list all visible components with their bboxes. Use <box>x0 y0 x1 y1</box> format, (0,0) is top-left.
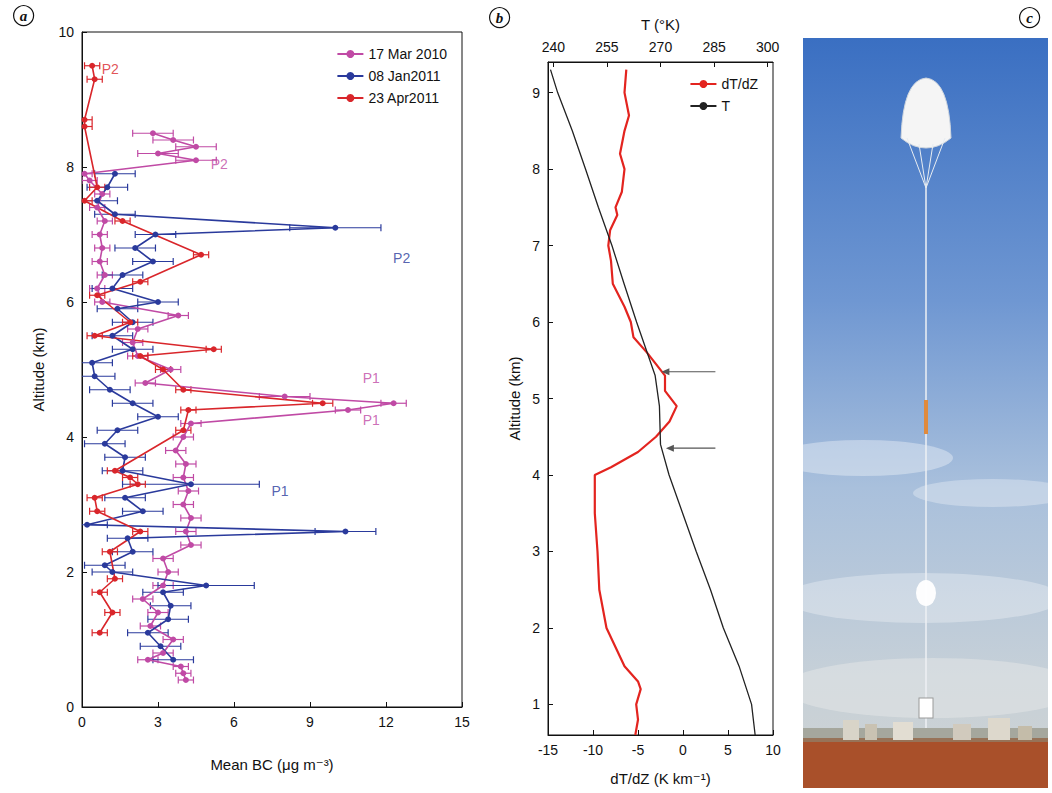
svg-text:Mean BC (μg m⁻³): Mean BC (μg m⁻³) <box>210 756 333 773</box>
svg-text:0: 0 <box>679 742 687 758</box>
svg-text:P2: P2 <box>393 250 410 266</box>
svg-text:17 Mar 2010: 17 Mar 2010 <box>368 46 447 62</box>
svg-text:7: 7 <box>532 238 540 254</box>
svg-text:dT/dZ: dT/dZ <box>721 76 758 92</box>
svg-text:15: 15 <box>454 714 470 730</box>
svg-text:270: 270 <box>649 39 673 55</box>
svg-text:240: 240 <box>542 39 566 55</box>
svg-text:T: T <box>721 98 730 114</box>
svg-text:6: 6 <box>66 294 74 310</box>
svg-text:P2: P2 <box>211 156 228 172</box>
svg-text:12: 12 <box>378 714 394 730</box>
svg-text:5: 5 <box>532 391 540 407</box>
svg-text:6: 6 <box>230 714 238 730</box>
svg-text:6: 6 <box>532 314 540 330</box>
svg-text:dT/dZ (K km⁻¹): dT/dZ (K km⁻¹) <box>610 770 710 787</box>
svg-text:-10: -10 <box>583 742 603 758</box>
svg-text:P1: P1 <box>363 370 380 386</box>
svg-text:08 Jan2011: 08 Jan2011 <box>368 68 440 84</box>
svg-text:2: 2 <box>532 620 540 636</box>
svg-text:P1: P1 <box>271 483 288 499</box>
svg-text:9: 9 <box>306 714 314 730</box>
svg-text:3: 3 <box>154 714 162 730</box>
svg-text:1: 1 <box>532 696 540 712</box>
svg-text:10: 10 <box>765 742 781 758</box>
svg-text:10: 10 <box>58 24 74 40</box>
svg-text:8: 8 <box>66 159 74 175</box>
svg-text:300: 300 <box>756 39 780 55</box>
svg-text:b: b <box>496 10 504 26</box>
svg-text:-15: -15 <box>538 742 558 758</box>
svg-text:2: 2 <box>66 564 74 580</box>
svg-text:8: 8 <box>532 161 540 177</box>
svg-text:5: 5 <box>724 742 732 758</box>
svg-text:a: a <box>20 8 28 24</box>
svg-text:-5: -5 <box>632 742 645 758</box>
svg-text:23 Apr2011: 23 Apr2011 <box>368 90 439 106</box>
svg-text:Altitude (km): Altitude (km) <box>30 327 47 411</box>
svg-text:4: 4 <box>66 429 74 445</box>
svg-text:285: 285 <box>702 39 726 55</box>
svg-text:0: 0 <box>66 699 74 715</box>
svg-text:255: 255 <box>595 39 619 55</box>
svg-text:4: 4 <box>532 467 540 483</box>
svg-text:P1: P1 <box>363 412 380 428</box>
svg-text:9: 9 <box>532 85 540 101</box>
svg-text:3: 3 <box>532 543 540 559</box>
svg-text:Altitude (km): Altitude (km) <box>506 356 523 440</box>
svg-text:T (°K): T (°K) <box>641 16 680 33</box>
svg-text:0: 0 <box>78 714 86 730</box>
svg-text:P2: P2 <box>102 61 119 77</box>
svg-text:c: c <box>1026 10 1033 26</box>
